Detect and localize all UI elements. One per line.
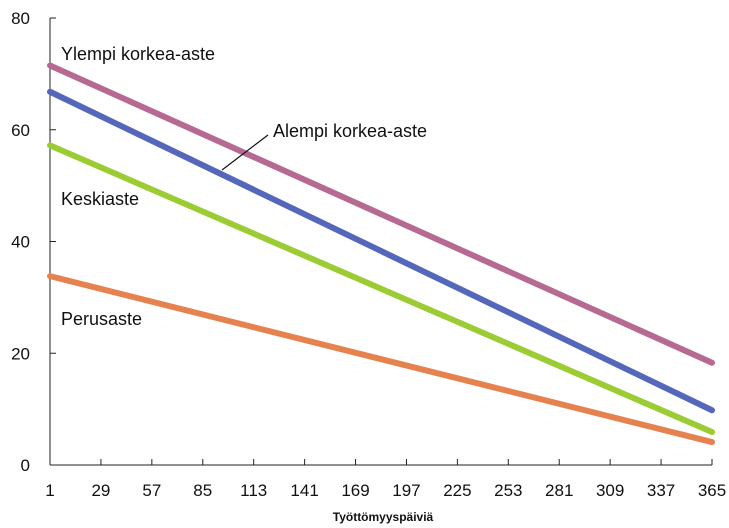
series-label-3: Keskiaste <box>61 189 139 209</box>
series-label-2: Alempi korkea-aste <box>273 121 427 141</box>
x-tick-label: 1 <box>45 481 54 500</box>
series-lines <box>47 62 715 446</box>
series-line-1 <box>47 62 715 366</box>
x-tick-label: 113 <box>240 481 267 500</box>
y-tick-label: 60 <box>11 121 30 140</box>
series-line-3 <box>47 142 715 436</box>
x-tick-label: 225 <box>443 481 471 500</box>
x-tick-label: 85 <box>193 481 212 500</box>
x-tick-label: 197 <box>392 481 420 500</box>
x-tick-label: 169 <box>341 481 369 500</box>
x-tick-label: 365 <box>698 481 726 500</box>
series-line-2 <box>47 88 715 414</box>
series-line-4 <box>47 273 715 446</box>
y-tick-label: 40 <box>11 233 30 252</box>
x-tick-label: 337 <box>647 481 675 500</box>
axes: 0 20 40 60 80 1 29 57 85 113 141 169 197 225 253 281 309… <box>11 9 726 500</box>
series-label-4: Perusaste <box>61 309 142 329</box>
x-tick-label: 281 <box>545 481 573 500</box>
y-tick-label: 80 <box>11 9 30 28</box>
x-tick-label: 309 <box>596 481 624 500</box>
x-tick-label: 141 <box>290 481 318 500</box>
series-labels: Ylempi korkea-aste Alempi korkea-aste Kesk… <box>61 44 427 329</box>
x-tick-label: 57 <box>142 481 161 500</box>
x-tick-label: 253 <box>494 481 522 500</box>
label-leader-line <box>221 134 269 171</box>
x-tick-label: 29 <box>91 481 110 500</box>
y-tick-label: 0 <box>21 456 30 475</box>
y-tick-label: 20 <box>11 344 30 363</box>
x-axis-title: Työttömyyspäiviä <box>333 510 434 524</box>
series-label-1: Ylempi korkea-aste <box>61 44 215 64</box>
